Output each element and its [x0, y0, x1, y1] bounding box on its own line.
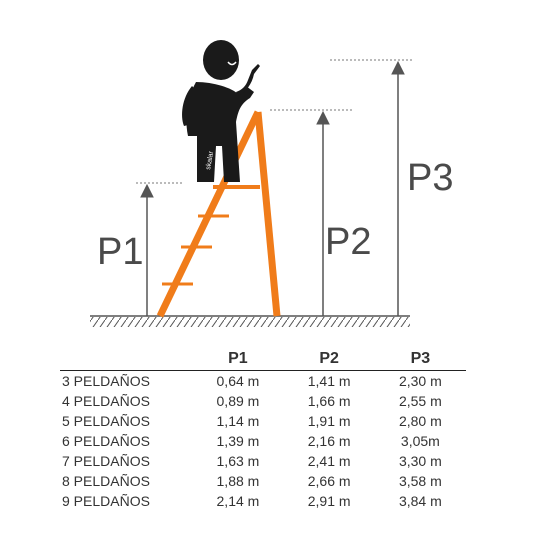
- brand-text: skalar: [205, 150, 215, 170]
- p3-value: 3,58 m: [398, 473, 442, 489]
- row-label: 6 PELDAÑOS: [62, 433, 150, 449]
- p1-value: 1,63 m: [216, 453, 260, 469]
- p1-value: 1,88 m: [216, 473, 260, 489]
- p2-value: 2,16 m: [307, 433, 351, 449]
- row-label: 7 PELDAÑOS: [62, 453, 150, 469]
- table-row: 7 PELDAÑOS 1,63 m 2,41 m 3,30 m: [60, 451, 466, 471]
- table-row: 5 PELDAÑOS 1,14 m 1,91 m 2,80 m: [60, 411, 466, 431]
- p1-arrow: [140, 183, 154, 316]
- row-label: 9 PELDAÑOS: [62, 493, 150, 509]
- table-row: 8 PELDAÑOS 1,88 m 2,66 m 3,58 m: [60, 471, 466, 491]
- header-p3: P3: [374, 348, 466, 371]
- p1-value: 1,39 m: [216, 433, 260, 449]
- p2-label: P2: [325, 221, 371, 263]
- ground: [90, 315, 410, 327]
- p2-value: 2,91 m: [307, 493, 351, 509]
- table-row: 4 PELDAÑOS 0,89 m 1,66 m 2,55 m: [60, 391, 466, 411]
- p1-value: 1,14 m: [216, 413, 260, 429]
- p2-value: 1,41 m: [307, 373, 351, 389]
- p1-value: 2,14 m: [216, 493, 260, 509]
- header-empty: [60, 348, 193, 371]
- table-row: 9 PELDAÑOS 2,14 m 2,91 m 3,84 m: [60, 491, 466, 511]
- person-icon: [182, 40, 260, 182]
- p2-value: 1,66 m: [307, 393, 351, 409]
- p3-value: 3,30 m: [398, 453, 442, 469]
- table-row: 3 PELDAÑOS 0,64 m 1,41 m 2,30 m: [60, 371, 466, 392]
- p3-value: 3,05m: [400, 433, 440, 449]
- p3-label: P3: [407, 157, 453, 199]
- p3-value: 2,30 m: [398, 373, 442, 389]
- p3-value: 2,55 m: [398, 393, 442, 409]
- table-header-row: P1 P2 P3: [60, 348, 466, 371]
- p3-arrow: [391, 60, 405, 316]
- height-table: P1 P2 P3 3 PELDAÑOS 0,64 m 1,41 m 2,30 m…: [60, 348, 466, 511]
- table-row: 6 PELDAÑOS 1,39 m 2,16 m 3,05m: [60, 431, 466, 451]
- p2-arrow: [316, 110, 330, 316]
- reference-lines: [136, 59, 412, 184]
- row-label: 3 PELDAÑOS: [62, 373, 150, 389]
- p1-label: P1: [97, 231, 143, 273]
- header-p1: P1: [192, 348, 284, 371]
- ladder: [156, 110, 281, 318]
- p3-value: 3,84 m: [398, 493, 442, 509]
- row-label: 5 PELDAÑOS: [62, 413, 150, 429]
- p3-value: 2,80 m: [398, 413, 442, 429]
- row-label: 8 PELDAÑOS: [62, 473, 150, 489]
- smile-mark: [227, 61, 237, 66]
- p2-value: 2,41 m: [307, 453, 351, 469]
- p2-value: 1,91 m: [307, 413, 351, 429]
- p2-value: 2,66 m: [307, 473, 351, 489]
- ladder-height-diagram: P1 P2 P3 skalar: [90, 40, 453, 327]
- header-p2: P2: [283, 348, 375, 371]
- p1-value: 0,64 m: [216, 373, 260, 389]
- p1-value: 0,89 m: [216, 393, 260, 409]
- row-label: 4 PELDAÑOS: [62, 393, 150, 409]
